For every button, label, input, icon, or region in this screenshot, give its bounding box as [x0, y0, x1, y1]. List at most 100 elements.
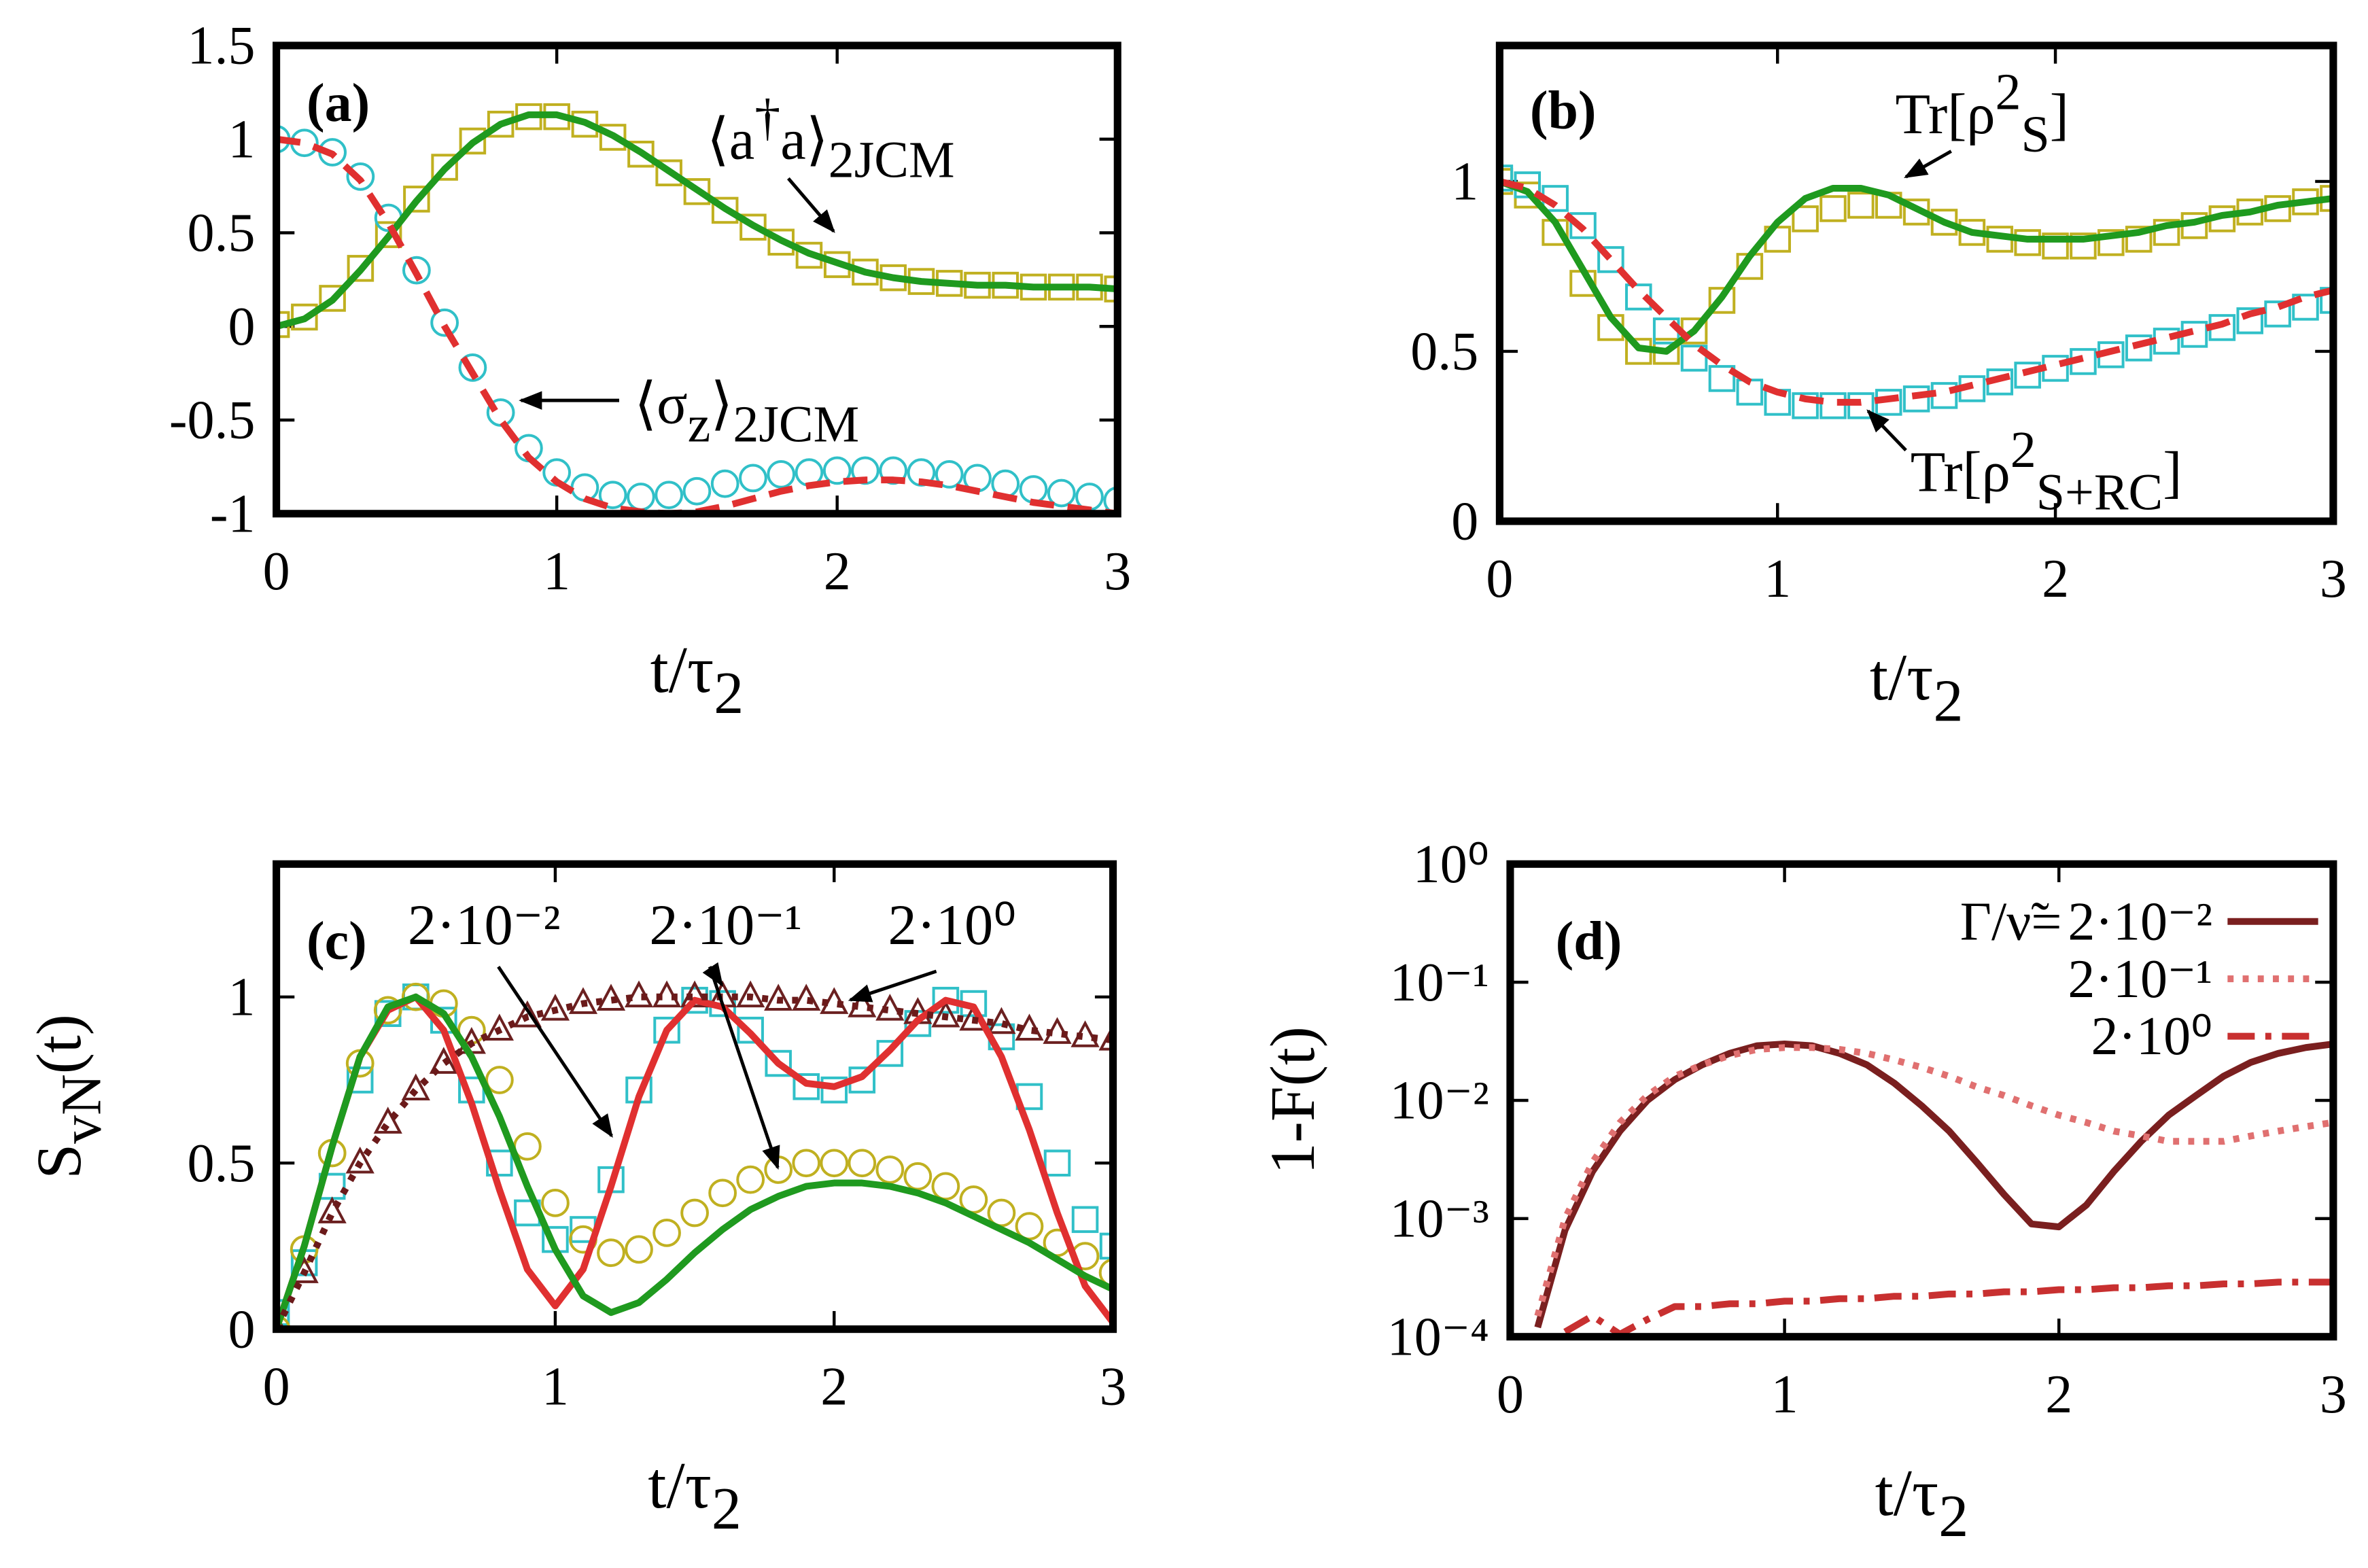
- text-part: †: [754, 89, 780, 146]
- marker-triangle: [512, 1000, 542, 1028]
- text-part: 2: [1938, 1484, 1968, 1550]
- x-tick-label: 0: [1497, 1365, 1524, 1425]
- annotation-arrow: [1866, 409, 1907, 452]
- x-tick-label: 3: [2320, 1365, 2347, 1425]
- annotation: Tr[ρ2S+RC]: [1911, 421, 2182, 521]
- marker-square: [737, 1016, 764, 1044]
- annotation: 2·10⁻²: [408, 894, 561, 957]
- marker-square: [347, 255, 375, 282]
- marker-square: [1792, 205, 1819, 232]
- text-part: ]: [2163, 440, 2182, 504]
- marker-square: [711, 196, 739, 224]
- marker-circle: [739, 464, 767, 493]
- marker-square: [319, 285, 346, 312]
- x-axis-label: t/τ2: [648, 1449, 742, 1542]
- marker-circle: [346, 162, 375, 191]
- annotation: 2·10⁰: [888, 894, 1017, 957]
- marker-square: [1680, 345, 1708, 372]
- marker-circle: [959, 1185, 988, 1214]
- marker-square: [459, 127, 487, 155]
- annotation-arrow: [1904, 150, 1952, 179]
- panel-label: (b): [1530, 81, 1597, 141]
- y-tick-label: 0.5: [188, 203, 256, 263]
- marker-circle: [987, 1198, 1016, 1227]
- marker-circle: [597, 1238, 625, 1268]
- marker-square: [627, 140, 655, 168]
- text-part: 2: [712, 1476, 742, 1542]
- marker-square: [2042, 232, 2069, 260]
- marker-circle: [598, 481, 627, 510]
- marker-circle: [652, 1218, 681, 1247]
- marker-circle: [570, 473, 599, 502]
- y-tick-label: 0.5: [1410, 322, 1478, 382]
- marker-circle: [792, 1149, 821, 1178]
- marker-circle: [708, 1179, 737, 1208]
- marker-circle: [903, 1162, 933, 1191]
- marker-square: [431, 154, 458, 181]
- marker-square: [291, 303, 318, 331]
- marker-circle: [485, 1066, 514, 1094]
- x-tick-label: 1: [543, 542, 570, 602]
- marker-circle: [625, 1235, 653, 1264]
- series-line: [1499, 178, 2333, 355]
- marker-triangle: [373, 1107, 402, 1134]
- legend-label: 2·10⁻¹: [2068, 949, 2212, 1009]
- y-tick-label: 0: [228, 1300, 256, 1359]
- text-part: t/τ: [1875, 1457, 1939, 1530]
- text-part: 2: [1933, 668, 1963, 734]
- marker-square: [1099, 1232, 1113, 1260]
- marker-circle: [1015, 1212, 1044, 1240]
- marker-square: [375, 221, 402, 249]
- marker-square: [2070, 232, 2097, 260]
- marker-circle: [875, 1155, 905, 1184]
- marker-square: [767, 228, 795, 256]
- series-line: [1499, 178, 2333, 406]
- panel-label: (c): [307, 911, 367, 971]
- y-tick-label: 0: [228, 297, 256, 357]
- y-tick-label: 0: [1451, 492, 1478, 552]
- marker-square: [1043, 1149, 1071, 1177]
- marker-circle: [848, 1149, 877, 1178]
- marker-square: [2153, 219, 2180, 246]
- marker-circle: [1047, 478, 1076, 508]
- marker-square: [1902, 385, 1930, 413]
- plot-frame: [1495, 41, 2337, 525]
- marker-square: [571, 110, 599, 138]
- marker-triangle: [568, 987, 598, 1014]
- series-line: [276, 993, 1113, 1329]
- marker-square: [1847, 192, 1875, 219]
- y-tick-label: 1.5: [188, 16, 256, 76]
- text-part: ⟨σ: [634, 372, 687, 436]
- marker-circle: [655, 481, 684, 510]
- annotation: ⟨σz⟩2JCM: [634, 372, 859, 453]
- marker-square: [2264, 300, 2291, 328]
- marker-square: [2125, 226, 2153, 253]
- marker-square: [765, 1049, 792, 1077]
- y-axis-label: 1-F(t): [1258, 1026, 1328, 1174]
- y-tick-label: -0.5: [169, 391, 256, 451]
- marker-square: [653, 1016, 680, 1044]
- marker-circle: [710, 469, 739, 498]
- annotation-arrow: [848, 969, 937, 1003]
- marker-square: [2014, 362, 2041, 389]
- plot-frame: [1506, 860, 2337, 1341]
- marker-circle: [680, 1198, 709, 1227]
- x-tick-label: 0: [263, 542, 290, 602]
- x-tick-label: 1: [542, 1357, 569, 1417]
- x-tick-label: 3: [1104, 542, 1131, 602]
- series-line: [1534, 1044, 2333, 1317]
- legend-label: 2·10⁰: [2091, 1007, 2212, 1066]
- marker-square: [1819, 195, 1847, 222]
- panel-label: (a): [307, 73, 370, 133]
- marker-circle: [627, 483, 655, 511]
- y-tick-label: 10⁻²: [1390, 1071, 1489, 1131]
- x-axis-label: t/τ2: [650, 633, 744, 727]
- y-tick-label: 1: [1451, 152, 1478, 212]
- annotation-arrow: [786, 177, 835, 233]
- marker-circle: [764, 1155, 793, 1184]
- legend-label: 2·10⁻²: [2068, 892, 2212, 952]
- plot-frame: [273, 41, 1121, 518]
- x-tick-label: 2: [2045, 1365, 2072, 1425]
